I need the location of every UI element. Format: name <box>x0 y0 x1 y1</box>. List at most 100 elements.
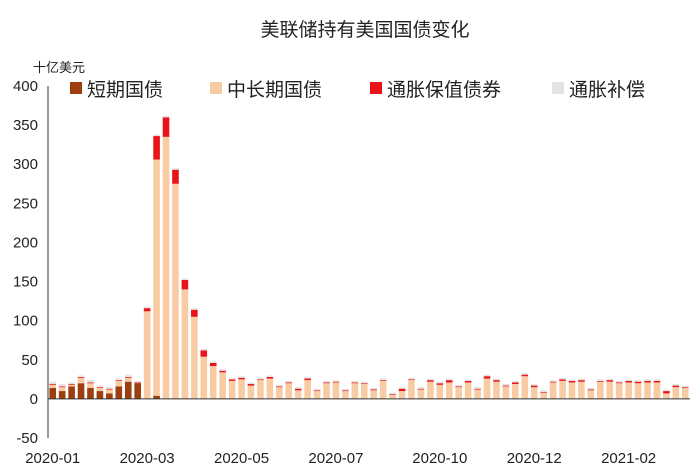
bar-segment-2 <box>294 388 302 391</box>
bar-segment-2 <box>445 380 453 383</box>
bar-segment-2 <box>87 382 94 384</box>
bar-segment-1 <box>96 387 104 392</box>
bar-segment-2 <box>162 117 170 137</box>
bar-segment-3 <box>587 387 595 390</box>
bar-segment-1 <box>276 387 283 399</box>
bar-segment-3 <box>512 380 519 383</box>
bar-segment-2 <box>134 382 141 384</box>
bar-segment-3 <box>389 392 396 395</box>
bar-segment-0 <box>115 386 123 399</box>
bar-segment-2 <box>191 309 198 317</box>
bar-segment-1 <box>398 391 406 399</box>
y-tick-label: 400 <box>13 78 38 95</box>
bar-segment-2 <box>464 380 472 383</box>
bar-segment-1 <box>615 383 623 399</box>
bar-segment-3 <box>653 379 661 381</box>
bar-segment-1 <box>294 390 302 399</box>
bar-segment-2 <box>681 387 689 388</box>
legend-swatch <box>210 82 222 94</box>
bar-segment-3 <box>370 387 378 390</box>
bar-segment-1 <box>219 372 226 399</box>
bar-segment-0 <box>87 387 94 399</box>
bar-segment-1 <box>606 381 614 399</box>
bars <box>48 115 690 400</box>
bar-segment-1 <box>332 382 340 399</box>
bar-segment-2 <box>257 379 264 381</box>
bar-segment-3 <box>87 380 94 383</box>
bar-segment-1 <box>200 356 208 399</box>
y-tick-label: 250 <box>13 195 38 212</box>
bar-segment-3 <box>219 369 226 371</box>
bar-segment-3 <box>559 377 566 380</box>
bar-segment-2 <box>143 308 151 312</box>
legend-label: 通胀保值债券 <box>387 79 501 101</box>
bar-segment-1 <box>455 387 462 399</box>
y-tick-label: 200 <box>13 234 38 251</box>
bar-segment-1 <box>162 136 170 399</box>
bar-segment-1 <box>568 382 576 399</box>
bar-segment-3 <box>417 387 425 389</box>
y-unit-label: 十亿美元 <box>33 61 85 76</box>
bar-segment-2 <box>124 376 132 378</box>
bar-segment-2 <box>58 386 66 388</box>
bar-segment-2 <box>417 388 425 390</box>
bar-segment-3 <box>124 374 132 377</box>
bar-segment-2 <box>219 370 226 373</box>
bar-segment-2 <box>644 380 651 383</box>
bar-segment-1 <box>191 316 198 399</box>
bar-segment-3 <box>455 384 462 387</box>
bar-segment-1 <box>153 159 160 396</box>
bar-segment-2 <box>559 379 566 381</box>
bar-segment-2 <box>625 380 632 383</box>
bar-segment-3 <box>162 115 170 118</box>
bar-segment-1 <box>313 391 321 399</box>
bar-segment-2 <box>663 391 670 394</box>
bar-segment-2 <box>530 385 538 388</box>
bar-segment-2 <box>474 388 481 390</box>
bar-segment-3 <box>247 382 255 385</box>
bar-segment-2 <box>597 380 604 382</box>
bar-segment-3 <box>681 385 689 388</box>
bar-segment-3 <box>493 378 500 381</box>
bar-segment-1 <box>493 381 500 399</box>
bar-segment-1 <box>597 381 604 399</box>
bar-segment-1 <box>58 387 66 392</box>
bar-segment-0 <box>96 391 104 399</box>
bar-segment-3 <box>304 376 311 379</box>
bar-segment-0 <box>106 393 113 399</box>
bar-segment-3 <box>663 389 670 392</box>
bar-segment-2 <box>549 381 557 383</box>
bar-segment-2 <box>68 384 75 385</box>
bar-segment-1 <box>540 392 547 399</box>
bar-segment-1 <box>663 393 670 399</box>
bar-segment-2 <box>360 383 368 385</box>
bar-segment-3 <box>521 373 529 375</box>
bar-segment-3 <box>606 378 614 381</box>
bar-segment-3 <box>436 381 444 384</box>
bar-segment-1 <box>559 380 566 399</box>
x-tick-label: 2021-02 <box>601 450 656 467</box>
bar-segment-3 <box>313 388 321 391</box>
chart-title: 美联储持有美国国债变化 <box>260 19 469 41</box>
bar-segment-2 <box>238 377 245 380</box>
bar-segment-1 <box>49 384 57 388</box>
bar-segment-1 <box>464 382 472 399</box>
bar-segment-3 <box>474 387 481 389</box>
bar-segment-1 <box>285 383 293 399</box>
bar-segment-3 <box>276 384 283 387</box>
y-tick-label: 300 <box>13 156 38 173</box>
bar-segment-1 <box>530 387 538 399</box>
bar-segment-1 <box>247 385 255 399</box>
bar-segment-2 <box>653 380 661 383</box>
bar-segment-3 <box>408 377 415 380</box>
bar-segment-2 <box>493 380 500 382</box>
bar-segment-1 <box>578 381 585 399</box>
bar-segment-3 <box>427 378 434 381</box>
bar-segment-3 <box>68 382 75 385</box>
bar-segment-1 <box>172 183 179 399</box>
bar-segment-1 <box>87 383 94 388</box>
bar-segment-3 <box>549 380 557 382</box>
bar-segment-3 <box>323 380 330 383</box>
bar-segment-0 <box>124 381 132 399</box>
bar-segment-2 <box>512 382 519 385</box>
